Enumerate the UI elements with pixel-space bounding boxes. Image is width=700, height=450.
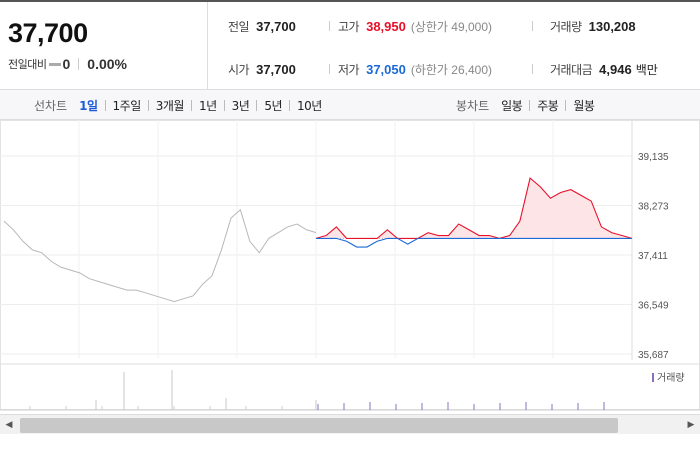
period-1y[interactable]: 1년 — [198, 98, 217, 113]
period-3y[interactable]: 3년 — [231, 98, 250, 113]
line-chart-label: 선차트 — [34, 98, 68, 113]
prev-day-series — [3, 208, 317, 303]
volume-legend-label: 거래량 — [657, 372, 685, 384]
chart-grid — [0, 120, 700, 410]
period-divider — [147, 99, 149, 111]
info-divider — [532, 64, 533, 74]
candle-monthly[interactable]: 월봉 — [573, 98, 595, 113]
period-10y[interactable]: 10년 — [297, 98, 322, 113]
open-label: 시가 — [228, 62, 250, 77]
low-cell: 저가 37,050 (하한가 26,400) — [338, 59, 492, 79]
period-divider — [190, 99, 192, 111]
period-1w[interactable]: 1주일 — [112, 98, 142, 113]
chart-toolbar: 선차트 1일 1주일 3개월 1년 3년 5년 10년 봉차트 일봉 주봉 월봉 — [0, 90, 700, 120]
line-chart-periods: 선차트 1일 1주일 3개월 1년 3년 5년 10년 — [34, 90, 322, 120]
info-divider — [329, 64, 330, 74]
low-label: 저가 — [338, 62, 360, 77]
y-tick-label: 39,135 — [638, 152, 669, 163]
y-tick-label: 37,411 — [638, 251, 668, 262]
amount-value: 4,946 — [599, 61, 632, 77]
chart-series — [3, 177, 633, 303]
info-divider — [329, 21, 330, 31]
today-series-up — [315, 177, 633, 239]
candle-chart-label: 봉차트 — [456, 98, 490, 113]
volume-cell: 거래량 130,208 — [550, 16, 636, 36]
info-divider — [532, 21, 533, 31]
scroll-left-icon[interactable]: ◀ — [5, 420, 13, 430]
lower-limit: (하한가 26,400) — [410, 62, 493, 77]
volume-value: 130,208 — [588, 18, 636, 34]
high-value: 38,950 — [366, 18, 406, 34]
amount-unit: 백만 — [635, 62, 658, 77]
change-label: 전일대비 — [8, 58, 47, 71]
scroll-right-icon[interactable]: ▶ — [687, 420, 695, 430]
period-5y[interactable]: 5년 — [264, 98, 283, 113]
period-3m[interactable]: 3개월 — [155, 98, 185, 113]
chart-frame — [0, 120, 700, 410]
current-price: 37,700 — [8, 18, 88, 48]
quote-header: 37,700 전일대비 0 0.00% 전일 37,700 시가 37,700 … — [0, 0, 700, 90]
change-divider — [78, 58, 80, 70]
flat-change-icon — [49, 62, 62, 66]
high-cell: 고가 38,950 (상한가 49,000) — [338, 16, 492, 36]
quote-info-grid: 전일 37,700 시가 37,700 고가 38,950 (상한가 49,00… — [210, 2, 700, 90]
y-tick-label: 35,687 — [638, 350, 669, 361]
change-row: 전일대비 0 0.00% — [8, 56, 127, 72]
period-divider — [104, 99, 106, 111]
prev-close-value: 37,700 — [256, 18, 296, 34]
price-summary: 37,700 전일대비 0 0.00% — [0, 2, 208, 90]
candle-daily[interactable]: 일봉 — [501, 98, 523, 113]
chart-scrollbar[interactable]: ◀ ▶ — [0, 414, 700, 434]
period-divider — [529, 99, 531, 111]
low-value: 37,050 — [366, 61, 406, 77]
y-tick-label: 38,273 — [638, 202, 669, 213]
today-up-area — [316, 178, 632, 239]
volume-legend-marker — [652, 373, 654, 382]
open-value: 37,700 — [256, 61, 296, 77]
period-divider — [256, 99, 258, 111]
candle-weekly[interactable]: 주봉 — [537, 98, 559, 113]
open-cell: 시가 37,700 — [228, 59, 296, 79]
volume-pane: 거래량 — [0, 363, 700, 411]
period-divider — [565, 99, 567, 111]
change-rate: 0.00% — [87, 56, 127, 72]
price-chart: 39,135 38,273 37,411 36,549 35,687 거래량 — [0, 120, 700, 411]
amount-cell: 거래대금 4,946 백만 — [550, 59, 658, 79]
volume-label: 거래량 — [550, 19, 582, 34]
scroll-thumb[interactable] — [20, 418, 618, 433]
prev-close-label: 전일 — [228, 19, 250, 34]
amount-label: 거래대금 — [550, 62, 593, 77]
y-tick-label: 36,549 — [638, 301, 669, 312]
period-1d[interactable]: 1일 — [79, 98, 98, 113]
upper-limit: (상한가 49,000) — [410, 19, 493, 34]
change-value: 0 — [62, 56, 71, 72]
period-divider — [223, 99, 225, 111]
prev-close-cell: 전일 37,700 — [228, 16, 296, 36]
today-series-down — [316, 237, 632, 248]
period-divider — [289, 99, 291, 111]
candle-chart-periods: 봉차트 일봉 주봉 월봉 — [456, 90, 595, 120]
y-axis-ticks: 39,135 38,273 37,411 36,549 35,687 — [638, 152, 669, 361]
high-label: 고가 — [338, 19, 360, 34]
